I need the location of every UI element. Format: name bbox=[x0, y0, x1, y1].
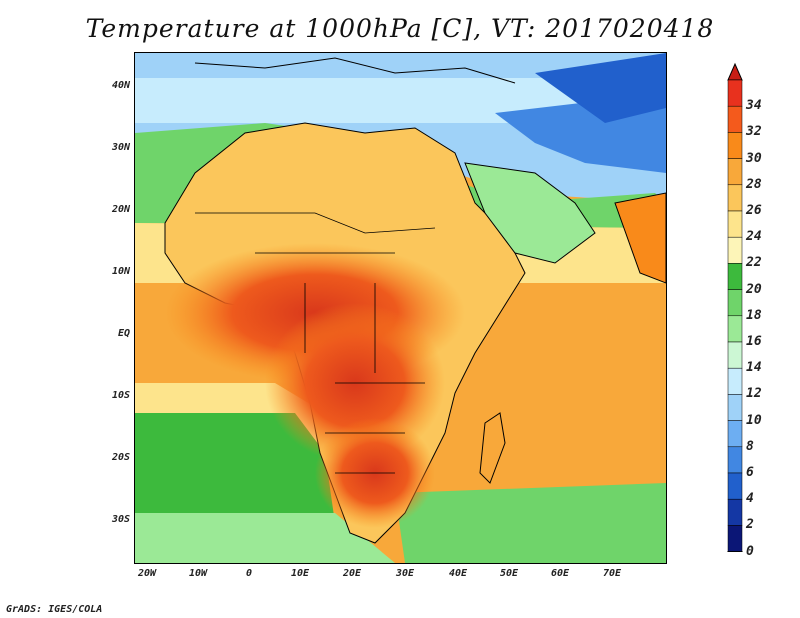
colorbar-swatch bbox=[727, 420, 743, 448]
colorbar-swatch bbox=[727, 79, 743, 107]
colorbar-label: 32 bbox=[746, 124, 762, 140]
colorbar-label: 30 bbox=[746, 150, 762, 166]
colorbar-swatch bbox=[727, 472, 743, 500]
lat-label-10s: 10S bbox=[111, 390, 130, 401]
map-canvas bbox=[135, 53, 666, 563]
colorbar-swatch bbox=[727, 105, 743, 133]
country-borders bbox=[195, 212, 436, 474]
colorbar-swatch bbox=[727, 184, 743, 212]
lat-label-20s: 20S bbox=[111, 452, 130, 463]
colorbar-label: 14 bbox=[746, 360, 762, 376]
caspian-cold-zone bbox=[535, 53, 666, 123]
madagascar bbox=[479, 412, 506, 484]
india bbox=[614, 192, 666, 284]
europe-coastline bbox=[194, 57, 516, 84]
colorbar-label: 26 bbox=[746, 203, 762, 218]
lon-label-10e: 10E bbox=[290, 568, 310, 579]
lon-label-60e: 60E bbox=[550, 568, 570, 579]
lon-label-0: 0 bbox=[245, 568, 253, 579]
colorbar-label: 2 bbox=[746, 517, 754, 533]
colorbar-swatch bbox=[727, 446, 743, 474]
lat-label-10n: 10N bbox=[111, 266, 130, 277]
colorbar-label: 6 bbox=[746, 465, 754, 480]
lat-label-40n: 40N bbox=[111, 80, 130, 91]
colorbar-swatch bbox=[727, 498, 743, 526]
lat-label-eq: EQ bbox=[117, 328, 130, 339]
colorbar-label: 12 bbox=[746, 386, 762, 402]
colorbar-label: 28 bbox=[746, 176, 762, 192]
lon-label-20w: 20W bbox=[137, 568, 157, 579]
colorbar-swatch bbox=[727, 341, 743, 369]
colorbar-swatch bbox=[727, 263, 743, 290]
colorbar-label: 4 bbox=[746, 491, 754, 507]
colorbar-swatch bbox=[727, 289, 743, 317]
lon-label-10w: 10W bbox=[188, 568, 208, 579]
colorbar-swatch bbox=[727, 525, 743, 552]
colorbar-over-arrow bbox=[727, 62, 743, 81]
colorbar-swatch bbox=[727, 394, 743, 421]
colorbar-label: 22 bbox=[746, 255, 762, 271]
south-atlantic-pale-green bbox=[135, 513, 395, 563]
colorbar-label: 10 bbox=[746, 412, 762, 428]
grads-credit: GrADS: IGES/COLA bbox=[6, 604, 103, 615]
colorbar-label: 24 bbox=[746, 229, 762, 245]
colorbar-swatch bbox=[727, 132, 743, 159]
colorbar-label: 18 bbox=[746, 307, 762, 323]
colorbar-label: 8 bbox=[746, 438, 754, 454]
temperature-map bbox=[134, 52, 667, 564]
colorbar-swatch bbox=[727, 210, 743, 238]
colorbar-label: 0 bbox=[746, 543, 754, 559]
lon-label-70e: 70E bbox=[602, 568, 622, 579]
map-title: Temperature at 1000hPa [C], VT: 20170204… bbox=[85, 14, 715, 43]
lat-label-30n: 30N bbox=[111, 142, 130, 153]
arabian-peninsula bbox=[464, 162, 596, 264]
lon-label-50e: 50E bbox=[499, 568, 519, 579]
colorbar-label: 16 bbox=[746, 334, 762, 349]
colorbar-swatch bbox=[727, 367, 743, 395]
colorbar-swatch bbox=[727, 315, 743, 343]
lon-label-30e: 30E bbox=[395, 568, 415, 579]
lon-label-20e: 20E bbox=[342, 568, 362, 579]
lon-label-40e: 40E bbox=[448, 568, 468, 579]
colorbar-swatch bbox=[727, 236, 743, 264]
lat-label-30s: 30S bbox=[111, 514, 130, 525]
colorbar-label: 34 bbox=[746, 98, 762, 114]
lat-label-20n: 20N bbox=[111, 204, 130, 215]
colorbar-label: 20 bbox=[746, 281, 762, 297]
colorbar-swatch bbox=[727, 158, 743, 186]
south-indian-green bbox=[395, 483, 666, 563]
colorbar bbox=[727, 62, 743, 552]
